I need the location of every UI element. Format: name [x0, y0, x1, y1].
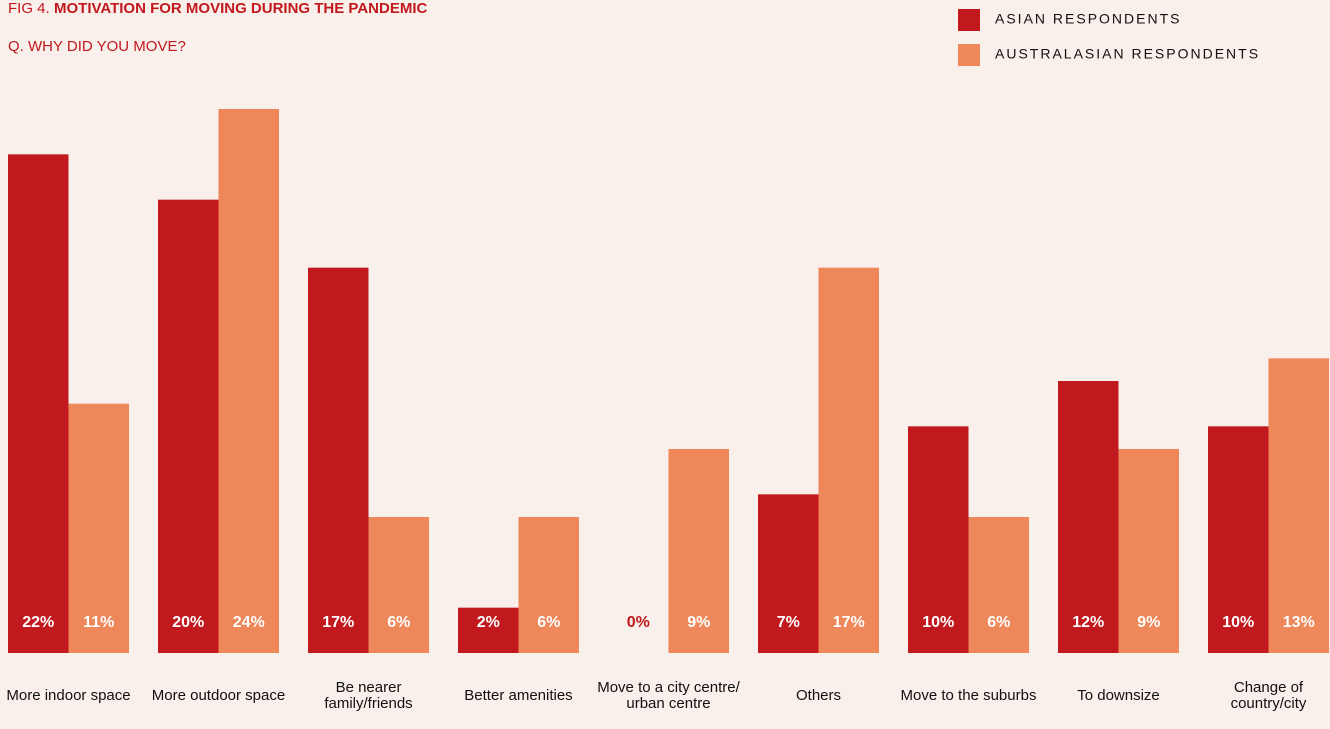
bar [968, 517, 1029, 653]
bar [218, 109, 279, 653]
bar [668, 449, 729, 653]
value-label: 0% [627, 614, 650, 631]
value-label: 10% [1222, 614, 1254, 631]
value-label: 17% [322, 614, 354, 631]
value-label: 11% [83, 614, 114, 631]
value-label: 13% [1283, 614, 1315, 631]
value-label: 2% [477, 614, 500, 631]
bar [1118, 449, 1179, 653]
bar [818, 267, 879, 653]
bar [1058, 381, 1119, 653]
x-tick-label: More outdoor space [151, 687, 286, 704]
chart-title: MOTIVATION FOR MOVING DURING THE PANDEMI… [54, 0, 427, 17]
legend-swatch [958, 9, 980, 31]
bar [368, 517, 429, 653]
bar [158, 199, 219, 653]
value-label: 6% [537, 614, 560, 631]
value-label: 17% [833, 614, 865, 631]
bar [758, 494, 819, 653]
x-tick-label: Be nearer family/friends [324, 679, 413, 712]
title-prefix: FIG 4. [8, 0, 50, 17]
legend-label: ASIAN RESPONDENTS [995, 11, 1181, 27]
bar [8, 154, 69, 654]
value-label: 20% [172, 614, 204, 631]
bar [308, 267, 369, 653]
x-tick-label: To downsize [1077, 687, 1160, 704]
bar [458, 607, 519, 653]
value-label: 22% [22, 614, 54, 631]
legend-swatch [958, 44, 980, 66]
chart-subtitle: Q. WHY DID YOU MOVE? [8, 38, 186, 55]
x-tick-label: More indoor space [6, 687, 131, 704]
value-label: 9% [1137, 614, 1160, 631]
x-tick-label: Change of country/city [1230, 679, 1307, 712]
value-label: 24% [233, 614, 265, 631]
legend-label: AUSTRALASIAN RESPONDENTS [995, 46, 1260, 62]
bar [518, 517, 579, 653]
bar [68, 403, 129, 653]
value-label: 12% [1072, 614, 1104, 631]
value-label: 9% [687, 614, 710, 631]
bar [908, 426, 969, 653]
value-label: 6% [987, 614, 1010, 631]
value-label: 7% [777, 614, 800, 631]
x-tick-label: Others [795, 687, 841, 704]
value-label: 10% [922, 614, 954, 631]
value-label: 6% [387, 614, 410, 631]
bar [1208, 426, 1269, 653]
x-tick-label: Move to a city centre/ urban centre [597, 679, 740, 712]
x-tick-label: Move to the suburbs [900, 687, 1037, 704]
bar [1268, 358, 1329, 653]
x-tick-label: Better amenities [464, 687, 573, 704]
